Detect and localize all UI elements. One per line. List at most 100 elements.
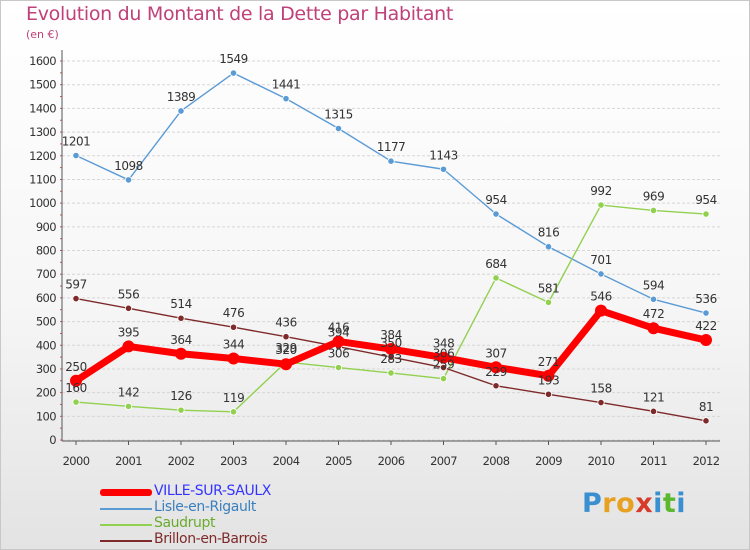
data-point xyxy=(70,374,82,387)
y-tick-label: 0 xyxy=(49,433,56,447)
data-point xyxy=(595,304,607,317)
series-lines xyxy=(70,69,712,425)
data-label: 193 xyxy=(538,373,559,387)
data-label: 597 xyxy=(65,278,86,292)
legend-swatch xyxy=(100,489,152,496)
data-label: 394 xyxy=(328,326,349,340)
data-point xyxy=(439,363,448,372)
data-point xyxy=(702,309,710,317)
data-label: 320 xyxy=(275,343,296,357)
data-label: 416 xyxy=(328,320,349,334)
data-label: 969 xyxy=(643,189,664,203)
legend-label: Lisle-en-Rigault xyxy=(154,499,257,515)
data-label: 436 xyxy=(275,316,296,330)
data-point xyxy=(229,69,238,77)
data-label: 1177 xyxy=(377,140,406,154)
logo-letter: o xyxy=(616,488,636,519)
x-tick-label: 2002 xyxy=(168,454,195,468)
data-point xyxy=(72,398,80,406)
proxiti-logo: Proxiti xyxy=(582,488,686,519)
data-label: 514 xyxy=(170,297,191,311)
legend-swatch xyxy=(100,540,152,542)
data-point xyxy=(649,407,658,415)
y-tick-label: 1000 xyxy=(29,196,56,210)
data-label: 364 xyxy=(170,333,191,347)
data-label: 160 xyxy=(65,381,86,395)
data-point xyxy=(649,206,658,215)
data-point xyxy=(492,382,500,390)
data-label: 422 xyxy=(695,319,716,333)
data-point xyxy=(72,151,80,160)
data-label: 954 xyxy=(485,193,506,207)
data-label: 992 xyxy=(590,184,611,198)
data-label: 594 xyxy=(643,278,664,292)
data-label: 1143 xyxy=(429,148,458,162)
y-tick-label: 100 xyxy=(36,409,56,423)
logo-letter: P xyxy=(582,488,603,519)
logo-letter: t xyxy=(662,488,677,519)
data-labels: 250 395 364 344 320 416 384 348 307 271 546 472 422 1… xyxy=(62,52,717,414)
data-label: 350 xyxy=(380,336,401,350)
data-point xyxy=(439,375,448,383)
logo-letter: x xyxy=(635,488,654,519)
data-point xyxy=(647,322,660,335)
data-label: 384 xyxy=(380,328,401,342)
data-label: 119 xyxy=(223,391,244,405)
logo-letter: r xyxy=(602,488,617,519)
data-point xyxy=(544,243,553,251)
x-tick-label: 2012 xyxy=(693,454,720,468)
data-label: 546 xyxy=(590,290,611,304)
y-tick-label: 1100 xyxy=(29,172,56,186)
legend-label: Brillon-en-Barrois xyxy=(154,531,268,547)
data-point xyxy=(437,351,450,364)
y-tick-label: 500 xyxy=(36,315,56,329)
y-tick-label: 300 xyxy=(36,362,56,376)
data-label: 581 xyxy=(538,281,559,295)
data-label: 142 xyxy=(118,385,139,399)
data-point xyxy=(542,369,555,382)
data-point xyxy=(700,334,712,347)
data-point xyxy=(544,298,553,306)
data-label: 476 xyxy=(223,306,244,320)
data-point xyxy=(177,406,185,414)
data-label: 684 xyxy=(485,257,506,271)
data-label: 1549 xyxy=(219,52,248,66)
data-label: 395 xyxy=(118,325,139,339)
data-point xyxy=(439,165,448,173)
data-point xyxy=(492,210,500,218)
unit-label: (en €) xyxy=(26,28,59,41)
data-point xyxy=(332,335,345,348)
data-point xyxy=(227,352,240,365)
data-label: 229 xyxy=(485,365,506,379)
y-tick-label: 600 xyxy=(36,291,56,305)
x-tick-label: 2009 xyxy=(535,454,562,468)
data-label: 344 xyxy=(223,338,244,352)
data-point xyxy=(229,408,238,416)
data-point xyxy=(282,333,290,341)
x-tick-label: 2010 xyxy=(588,454,615,468)
legend-label: Saudrupt xyxy=(154,515,216,531)
data-label: 954 xyxy=(695,193,716,207)
data-label: 816 xyxy=(538,226,559,240)
data-label: 271 xyxy=(538,355,559,369)
legend-swatch xyxy=(100,524,152,526)
data-label: 306 xyxy=(433,347,454,361)
data-point xyxy=(177,314,185,322)
data-label: 1441 xyxy=(272,78,301,92)
data-point xyxy=(282,95,290,103)
logo-letter: i xyxy=(676,488,687,519)
x-tick-label: 2001 xyxy=(115,454,142,468)
y-tick-label: 1300 xyxy=(29,125,56,139)
y-tick-label: 700 xyxy=(36,267,56,281)
data-point xyxy=(597,201,605,209)
data-label: 126 xyxy=(170,389,191,403)
legend-label: VILLE-SUR-SAULX xyxy=(154,483,271,499)
grid-lines xyxy=(62,60,720,441)
data-label: 121 xyxy=(643,390,664,404)
data-label: 329 xyxy=(275,341,296,355)
data-label: 283 xyxy=(380,352,401,366)
data-label: 259 xyxy=(433,358,454,372)
logo-letter: i xyxy=(653,488,663,519)
data-label: 307 xyxy=(485,346,506,360)
